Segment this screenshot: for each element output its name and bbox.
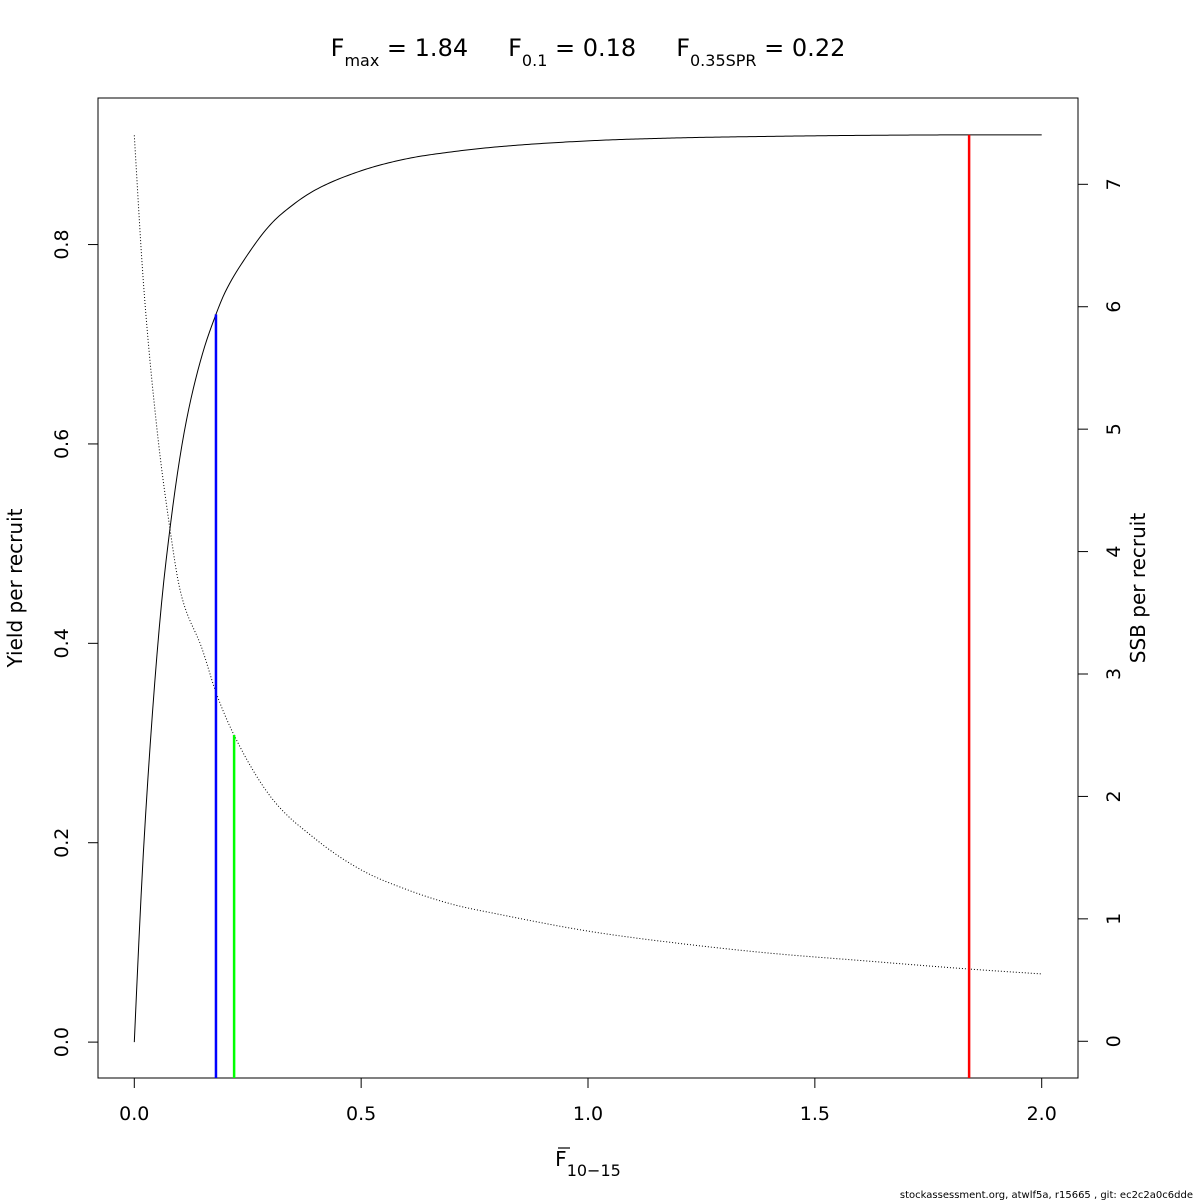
y-axis-label-right: SSB per recruit: [1126, 513, 1150, 664]
chart-title: Fmax = 1.84 F0.1 = 0.18 F0.35SPR = 0.22: [331, 34, 846, 70]
x-axis-label: F10−15: [555, 1147, 621, 1180]
y-left-tick-label: 0.4: [51, 628, 73, 658]
title-part-2-sub: 0.35SPR: [690, 51, 757, 70]
y-right-tick-label: 3: [1103, 668, 1125, 680]
title-part-0: F: [331, 34, 345, 62]
y-right-tick-label: 5: [1103, 423, 1125, 435]
y-left-tick-label: 0.6: [51, 429, 73, 459]
y-right-tick-label: 6: [1103, 301, 1125, 313]
x-axis-label-sub: 10−15: [567, 1161, 621, 1180]
title-part-0-value: = 1.84: [379, 34, 468, 62]
x-tick-label: 0.5: [346, 1103, 376, 1125]
y-right-tick-label: 4: [1103, 546, 1125, 558]
title-part-2-value: = 0.22: [757, 34, 846, 62]
ssb-per-recruit-line: [133, 135, 1042, 975]
x-axis-label-main: F: [555, 1147, 567, 1171]
y-left-tick-label: 0.0: [51, 1027, 73, 1057]
x-tick-label: 1.0: [573, 1103, 603, 1125]
title-part-2: F: [676, 34, 690, 62]
x-axis: 0.0 0.5 1.0 1.5 2.0: [119, 1077, 1057, 1125]
y-right-tick-label: 2: [1103, 790, 1125, 802]
footer-credit: stockassessment.org, atwlf5a, r15665 , g…: [900, 1190, 1193, 1200]
y-right-tick-label: 7: [1103, 178, 1125, 190]
title-part-1-sub: 0.1: [522, 51, 547, 70]
yield-per-recruit-line: [133, 134, 1042, 1043]
x-tick-label: 1.5: [800, 1103, 830, 1125]
x-tick-label: 0.0: [119, 1103, 149, 1125]
y-left-tick-label: 0.8: [51, 229, 73, 259]
y-axis-label-left: Yield per recruit: [3, 508, 27, 668]
y-left-tick-label: 0.2: [51, 828, 73, 858]
y-axis-left: 0.0 0.2 0.4 0.6 0.8: [51, 229, 99, 1057]
y-right-tick-label: 0: [1103, 1035, 1125, 1047]
reference-lines: [214, 134, 971, 1078]
x-tick-label: 2.0: [1027, 1103, 1057, 1125]
series-layer: [133, 134, 1042, 1043]
plot-frame: [97, 97, 1079, 1079]
y-axis-right: 0 1 2 3 4 5 6 7: [1077, 178, 1125, 1047]
title-part-1: F: [508, 34, 522, 62]
title-part-0-sub: max: [344, 51, 379, 70]
y-right-tick-label: 1: [1103, 913, 1125, 925]
title-part-1-value: = 0.18: [547, 34, 636, 62]
